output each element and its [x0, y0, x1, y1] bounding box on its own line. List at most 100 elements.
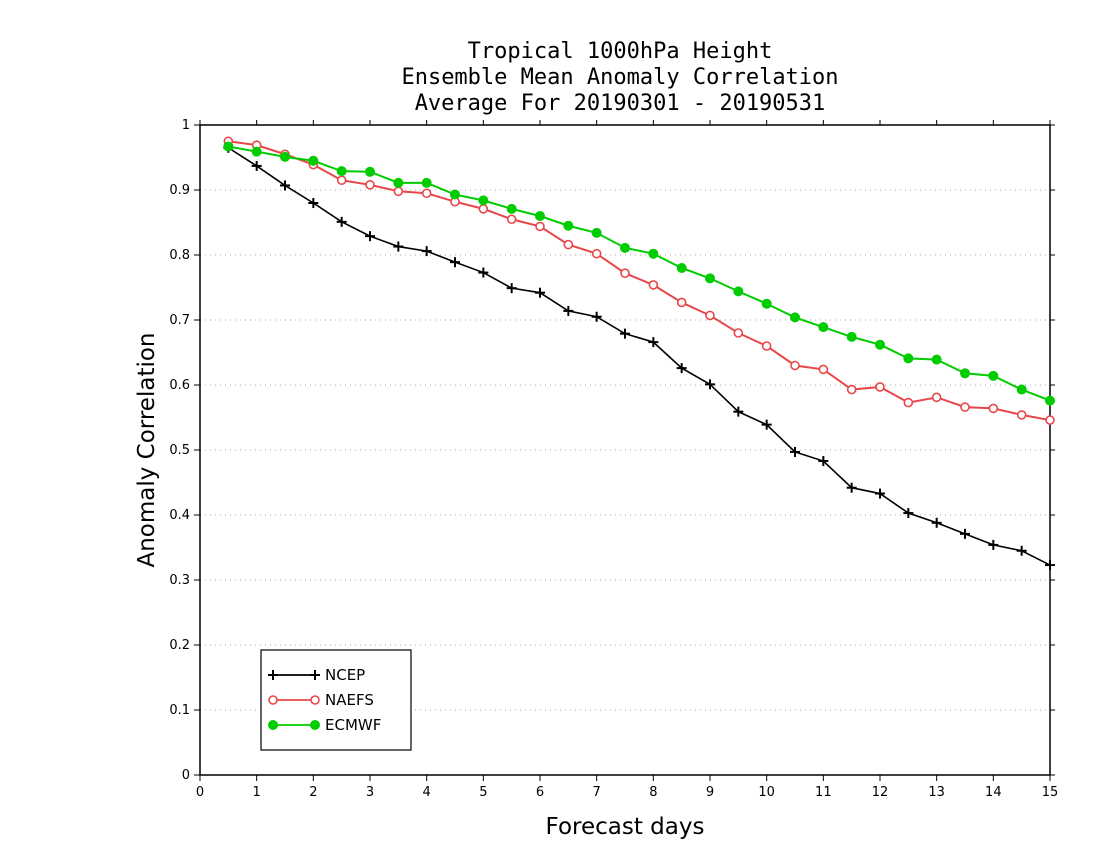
x-tick-label: 8: [649, 785, 657, 800]
point-naefs: [818, 364, 829, 375]
point-ecmwf: [450, 189, 460, 200]
data-series: [223, 136, 1055, 571]
series-ncep: [223, 142, 1055, 571]
y-tick-label: 0.3: [169, 573, 190, 588]
legend-marker: [310, 695, 320, 705]
point-naefs: [478, 204, 489, 214]
point-naefs: [506, 214, 517, 225]
point-naefs: [875, 382, 885, 392]
x-tick-label: 14: [985, 785, 1002, 800]
point-ecmwf: [960, 368, 970, 379]
point-ncep: [875, 488, 885, 499]
x-tick-label: 1: [253, 785, 261, 800]
point-ncep: [336, 216, 347, 227]
point-ncep: [620, 328, 630, 339]
point-ecmwf: [1045, 395, 1055, 406]
series-line-ecmwf: [228, 145, 1051, 402]
point-ncep: [563, 305, 574, 316]
y-tick-label: 0.1: [169, 703, 190, 718]
legend-label-naefs: NAEFS: [325, 691, 374, 709]
point-ncep: [365, 231, 375, 242]
point-ecmwf: [393, 177, 404, 188]
point-ncep: [393, 241, 404, 252]
point-ncep: [1016, 545, 1027, 556]
point-ecmwf: [875, 339, 885, 350]
x-tick-label: 4: [423, 785, 431, 800]
title-line-1: Tropical 1000hPa Height: [468, 39, 773, 64]
series-line-naefs: [228, 140, 1051, 422]
point-ncep: [506, 283, 517, 294]
point-naefs: [1045, 415, 1055, 425]
y-tick-label: 0.6: [169, 378, 190, 393]
legend: NCEP NAEFS ECMWF: [260, 649, 412, 751]
x-tick-label: 10: [758, 785, 775, 800]
point-ecmwf: [761, 298, 772, 309]
point-ecmwf: [790, 312, 800, 323]
point-ncep: [705, 379, 715, 390]
point-ncep: [591, 311, 602, 322]
point-naefs: [705, 310, 715, 321]
legend-marker: [310, 720, 320, 730]
point-naefs: [676, 297, 687, 308]
point-ecmwf: [846, 331, 857, 342]
legend-item-ncep: NCEP: [268, 666, 365, 684]
point-ecmwf: [705, 273, 715, 284]
legend-marker: [268, 695, 278, 705]
legend-item-naefs: NAEFS: [268, 691, 374, 709]
point-ncep: [960, 528, 970, 539]
point-naefs: [903, 397, 914, 408]
point-ecmwf: [591, 227, 602, 238]
point-ncep: [251, 160, 262, 171]
x-tick-label: 5: [479, 785, 487, 800]
point-ecmwf: [336, 166, 347, 177]
point-ecmwf: [931, 354, 942, 365]
y-tick-label: 0.4: [169, 508, 190, 523]
legend-label-ncep: NCEP: [325, 666, 365, 684]
title-line-2: Ensemble Mean Anomaly Correlation: [401, 65, 838, 90]
series-naefs: [223, 136, 1055, 425]
legend-label-ecmwf: ECMWF: [325, 716, 381, 734]
point-ncep: [421, 246, 432, 257]
point-ncep: [648, 337, 659, 348]
point-ecmwf: [1016, 384, 1027, 395]
point-ecmwf: [620, 242, 630, 253]
point-naefs: [336, 175, 347, 186]
point-ncep: [761, 419, 772, 430]
y-tick-label: 1: [182, 118, 190, 133]
point-ecmwf: [421, 177, 432, 188]
point-ncep: [818, 456, 829, 467]
series-ecmwf: [223, 141, 1055, 406]
point-naefs: [931, 392, 942, 403]
point-ecmwf: [988, 370, 999, 381]
x-tick-label: 12: [872, 785, 889, 800]
x-tick-label: 11: [815, 785, 832, 800]
point-ncep: [733, 406, 744, 417]
x-tick-label: 9: [706, 785, 714, 800]
legend-marker: [268, 720, 278, 730]
point-ncep: [280, 180, 290, 191]
point-naefs: [620, 268, 630, 279]
legend-marker: [310, 670, 320, 680]
point-ecmwf: [223, 141, 234, 152]
point-naefs: [393, 186, 404, 197]
y-tick-label: 0: [182, 768, 190, 783]
point-ecmwf: [308, 155, 319, 166]
point-naefs: [733, 328, 744, 338]
series-line-ncep: [227, 147, 1051, 566]
point-ncep: [450, 257, 460, 268]
point-ecmwf: [365, 166, 375, 177]
title-line-3: Average For 20190301 - 20190531: [415, 91, 826, 116]
x-tick-label: 7: [593, 785, 601, 800]
y-tick-label: 0.9: [169, 183, 190, 198]
point-ecmwf: [818, 322, 829, 333]
point-naefs: [846, 384, 857, 395]
point-ncep: [535, 287, 545, 298]
point-ncep: [790, 446, 800, 457]
point-ecmwf: [733, 286, 744, 297]
y-tick-label: 0.7: [169, 313, 190, 328]
point-naefs: [365, 180, 375, 190]
point-naefs: [421, 188, 432, 199]
point-ecmwf: [648, 248, 659, 259]
point-ncep: [1045, 560, 1055, 571]
